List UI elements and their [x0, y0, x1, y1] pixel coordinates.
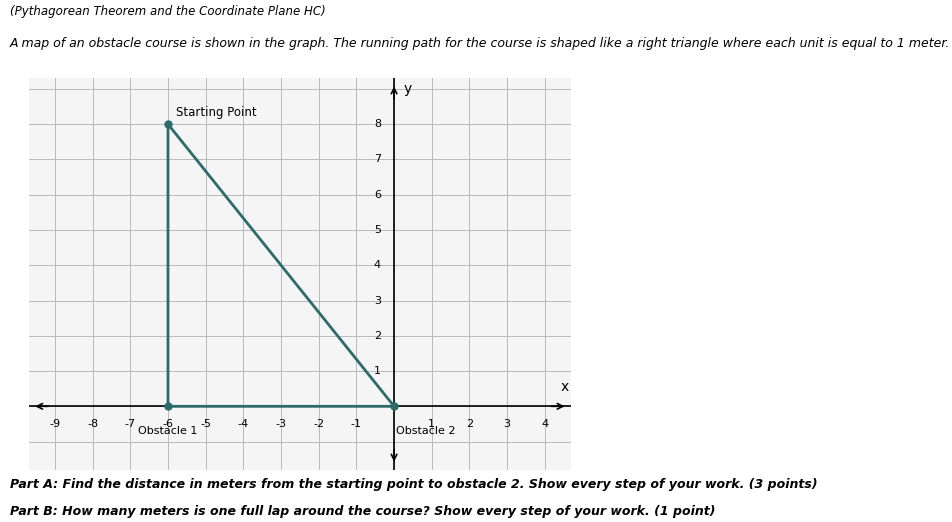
Text: -6: -6 — [163, 419, 173, 429]
Text: 6: 6 — [374, 189, 381, 200]
Text: 8: 8 — [374, 119, 381, 129]
Text: x: x — [561, 380, 569, 394]
Text: 1: 1 — [374, 366, 381, 376]
Text: y: y — [404, 82, 412, 96]
Text: Starting Point: Starting Point — [175, 106, 256, 119]
Text: 5: 5 — [374, 225, 381, 235]
Text: -2: -2 — [313, 419, 325, 429]
Text: 4: 4 — [374, 260, 381, 270]
Text: -9: -9 — [50, 419, 61, 429]
Text: -7: -7 — [125, 419, 136, 429]
Text: A map of an obstacle course is shown in the graph. The running path for the cour: A map of an obstacle course is shown in … — [10, 37, 950, 50]
Text: 3: 3 — [504, 419, 510, 429]
Text: (Pythagorean Theorem and the Coordinate Plane HC): (Pythagorean Theorem and the Coordinate … — [10, 5, 326, 18]
Text: Part B: How many meters is one full lap around the course? Show every step of yo: Part B: How many meters is one full lap … — [10, 505, 715, 518]
Text: -1: -1 — [351, 419, 362, 429]
Text: 2: 2 — [374, 331, 381, 341]
Text: 7: 7 — [374, 155, 381, 164]
Text: 3: 3 — [374, 295, 381, 305]
Text: Obstacle 2: Obstacle 2 — [396, 426, 455, 436]
Text: Obstacle 1: Obstacle 1 — [138, 426, 198, 436]
Text: Part A: Find the distance in meters from the starting point to obstacle 2. Show : Part A: Find the distance in meters from… — [10, 478, 817, 491]
Text: 1: 1 — [428, 419, 435, 429]
Text: 4: 4 — [542, 419, 548, 429]
Text: -5: -5 — [200, 419, 211, 429]
Text: 2: 2 — [466, 419, 473, 429]
Text: -4: -4 — [238, 419, 248, 429]
Text: -8: -8 — [87, 419, 98, 429]
Text: -3: -3 — [275, 419, 287, 429]
